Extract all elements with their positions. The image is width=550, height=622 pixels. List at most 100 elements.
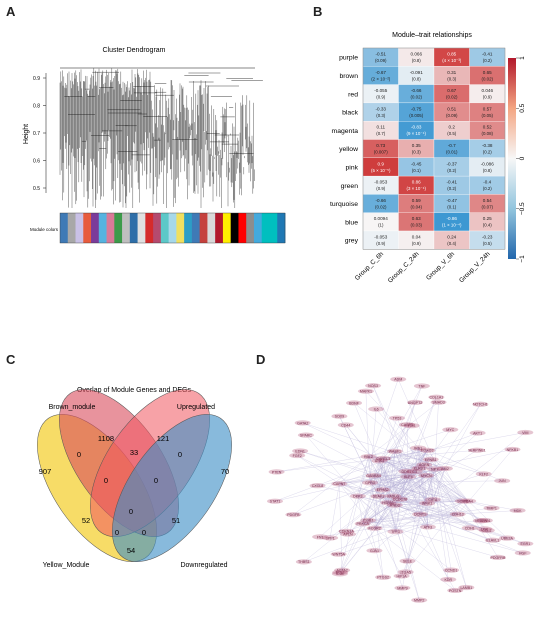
network-node-label: PRKCA — [356, 522, 369, 526]
heatmap-cell-correlation: 0.046 — [482, 88, 494, 93]
network-node-label: HSPA1 — [382, 501, 394, 505]
network-node: MAPK1 — [357, 388, 374, 394]
network-node: EGR1 — [517, 541, 534, 547]
network-node-label: FN1 — [317, 535, 324, 539]
network-node-label: TIMP1 — [486, 506, 497, 510]
network-node: TGFB1 — [476, 517, 493, 524]
network-node: APLN — [339, 531, 356, 537]
network-node-shape — [472, 518, 489, 524]
network-node: GPR3 — [362, 480, 379, 486]
network-node: CCND1 — [443, 567, 460, 573]
network-edge-set — [274, 379, 526, 601]
heatmap-cell-correlation: 0.85 — [447, 52, 456, 57]
network-node-label: NOTCH1 — [473, 403, 488, 407]
heatmap-cell-correlation: -0.091 — [410, 70, 423, 75]
heatmap-row-label: turquoise — [330, 201, 358, 208]
heatmap-row-label: black — [342, 110, 358, 117]
heatmap-cell-pvalue: (0.4) — [447, 241, 457, 246]
network-node-label: POSTN — [449, 589, 462, 593]
heatmap-cell-pvalue: (0.007) — [374, 150, 388, 155]
network-node-shape — [483, 505, 500, 511]
network-node-label: EPHA2 — [377, 488, 389, 492]
heatmap-cell-correlation: -0.086 — [481, 161, 494, 166]
network-node-shape — [389, 415, 406, 421]
heatmap-cell-correlation: 0.11 — [376, 125, 385, 130]
network-node-shape — [413, 383, 430, 389]
network-node-shape — [422, 456, 439, 463]
network-node-shape — [394, 585, 411, 591]
heatmap-row-labels: purple brown red black magenta yellow pink gree… — [330, 55, 359, 245]
network-node: WNT5A — [330, 551, 347, 557]
network-node-label: TGFB1 — [479, 519, 491, 523]
network-node-label: EFNB1 — [425, 458, 437, 462]
network-node-label: ANK3 — [375, 459, 384, 463]
module-color-segment — [153, 213, 162, 243]
network-node: POSTN — [447, 587, 464, 594]
venn-count-up-only: 121 — [157, 434, 170, 443]
network-node-label: CIITA — [428, 498, 438, 502]
heatmap-cell-correlation: 0.51 — [447, 106, 456, 111]
network-node-label: MYCN — [421, 474, 432, 478]
panel-b-letter: B — [313, 4, 323, 19]
network-node-label: ATF3 — [424, 525, 433, 529]
venn-title: Overlap of Module Genes and DEGs — [77, 387, 192, 394]
network-node-shape — [385, 493, 402, 499]
module-color-segment — [168, 213, 177, 243]
network-node: ANGPT2 — [407, 399, 424, 405]
network-node-shape — [419, 500, 436, 506]
network-node-shape — [509, 507, 526, 514]
network-node-label: AGRN — [419, 463, 430, 467]
network-node-shape — [386, 448, 403, 454]
network-node: SCRIB — [454, 498, 471, 504]
network-node-label: UBE2A — [501, 537, 513, 541]
module-colors-label: Module colors — [30, 227, 59, 232]
network-node-shape — [339, 531, 356, 537]
module-color-segment — [215, 213, 224, 243]
y-tick-label: 0.5 — [33, 186, 40, 192]
network-node: NOTCH1 — [472, 401, 489, 407]
network-node: KDR — [440, 576, 457, 583]
network-node-shape — [393, 573, 410, 579]
heatmap-column-label: Group_C_6h — [354, 251, 386, 283]
network-node: EFNB1 — [422, 456, 439, 463]
network-node: MMP2 — [411, 597, 428, 603]
network-node-label: CCL2 — [482, 529, 491, 533]
network-nodes: ABI2 WNK1 DDR1 RND3 FCGR2 EFNB1 CAPN7 DEAF1 GABR… — [267, 376, 534, 603]
network-node-shape — [322, 535, 339, 541]
network-node-label: PCA4 — [464, 499, 473, 503]
panel-d-network: ABI2 WNK1 DDR1 RND3 FCGR2 EFNB1 CAPN7 DEAF1 GABR… — [267, 376, 534, 603]
network-node: HGF — [514, 550, 531, 556]
module-color-segment — [246, 213, 255, 243]
network-node-label: RBL2 — [364, 455, 373, 459]
network-node-label: FCGR2 — [369, 527, 381, 531]
network-node-label: SPARC — [300, 434, 313, 438]
heatmap-cell-correlation: -0.7 — [448, 143, 456, 148]
network-node: WNK1 — [419, 500, 436, 506]
heatmap-cell-pvalue: (0.09) — [375, 58, 387, 63]
venn-count-yellow-up-down: 0 — [142, 528, 146, 537]
network-node-label: GATA2 — [297, 421, 308, 425]
heatmap-cell-pvalue: (0.3) — [447, 76, 457, 81]
network-node: EDN1 — [292, 448, 309, 454]
heatmap-cell-pvalue: (0.08) — [482, 131, 494, 136]
venn-count-all-four: 0 — [129, 507, 133, 516]
network-node-shape — [430, 399, 447, 405]
dendrogram-tree — [59, 67, 263, 208]
network-node-shape — [398, 468, 415, 474]
network-node-shape — [468, 447, 485, 453]
network-node-label: ITGB7 — [363, 519, 373, 523]
y-tick-label: 0.7 — [33, 131, 40, 137]
network-node-shape — [375, 455, 392, 462]
network-node: HIF1A — [393, 573, 410, 579]
heatmap-row-label: green — [341, 183, 359, 190]
module-color-segment — [114, 213, 123, 243]
network-node: CD44 — [337, 422, 354, 428]
network-node: BDNF — [346, 400, 363, 406]
network-node-shape — [398, 422, 415, 428]
network-node: CDH1 — [461, 525, 478, 531]
network-node-label: CASP3 — [401, 423, 413, 427]
network-node-shape — [476, 526, 493, 532]
heatmap-cell-correlation: 0.31 — [447, 70, 456, 75]
network-node-shape — [416, 462, 433, 468]
module-color-segment — [191, 213, 201, 243]
